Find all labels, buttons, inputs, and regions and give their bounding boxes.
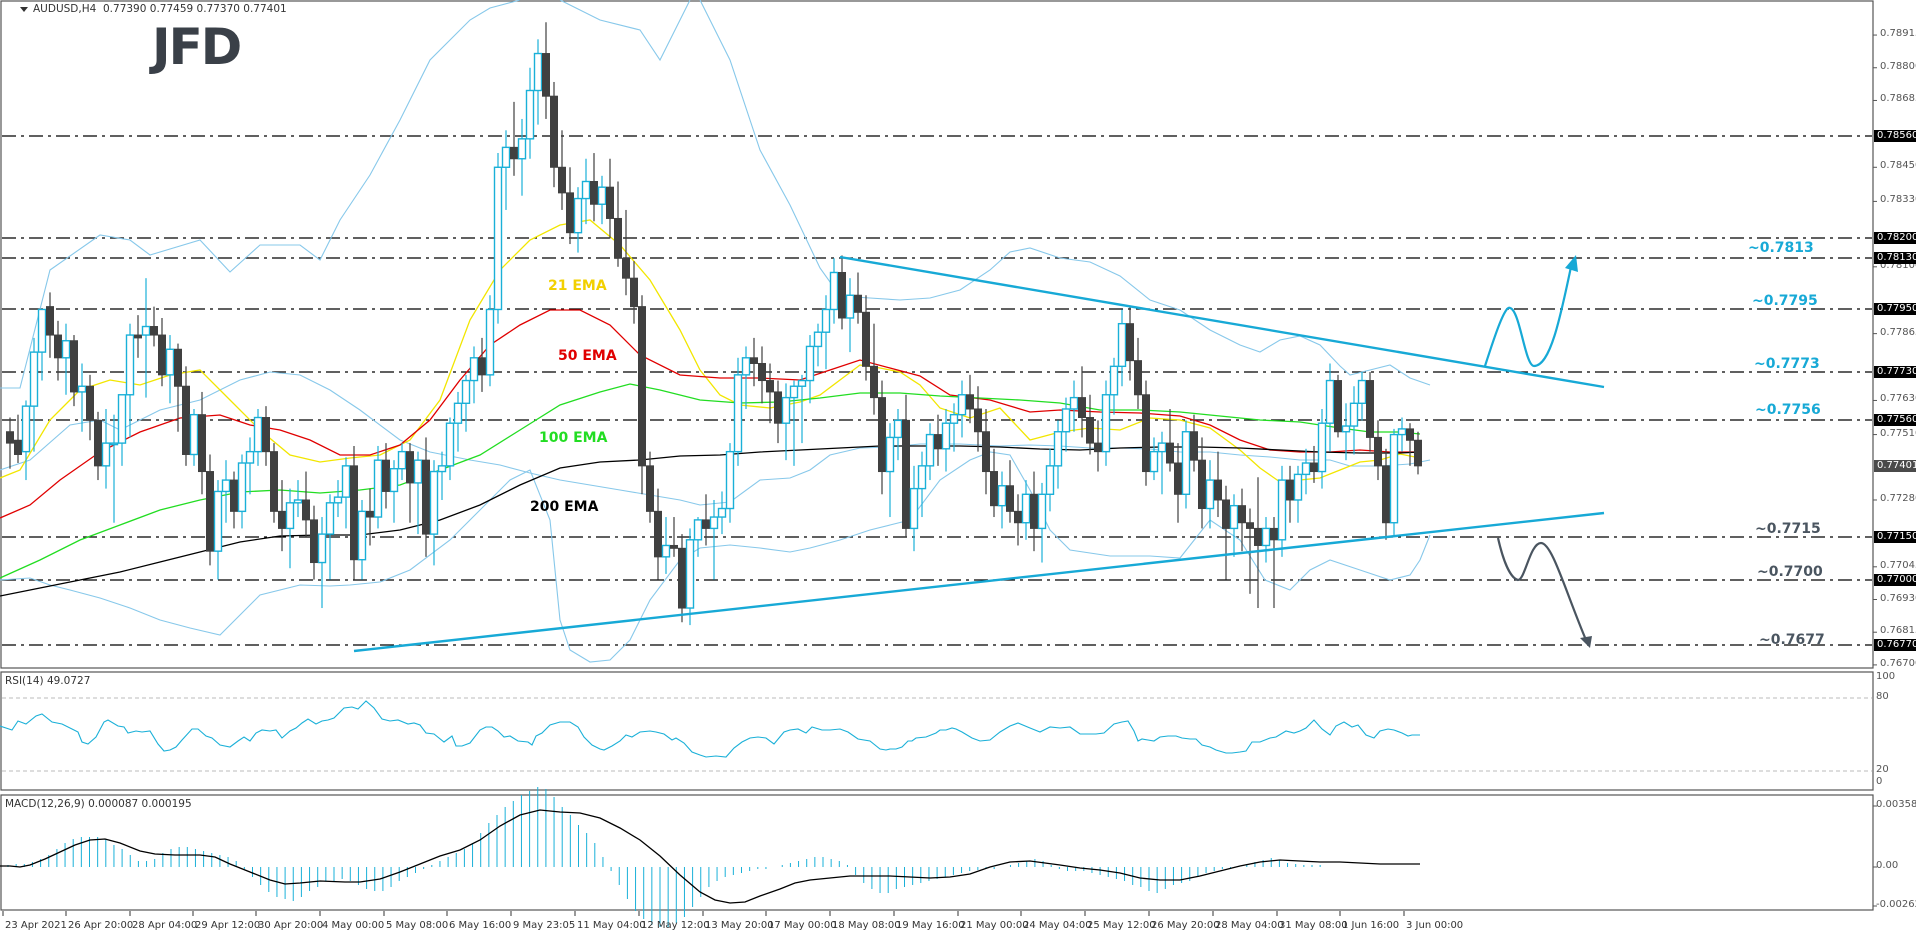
time-tick-label: 11 May 04:00 (577, 920, 646, 931)
macd-histogram (7, 787, 1321, 927)
ema200-label: 200 EMA (530, 499, 599, 515)
rsi-tick-label: 0 (1876, 776, 1883, 787)
level-price-tag: 0.77000 (1874, 573, 1916, 586)
ema200-line (0, 445, 1421, 597)
horizontal-levels (2, 135, 1872, 646)
macd-tick-label: -0.002626 (1876, 899, 1916, 910)
jfd-logo: JFD (152, 18, 242, 76)
time-tick-label: 30 Apr 20:00 (258, 920, 324, 931)
macd-pane[interactable] (0, 794, 1874, 911)
time-tick-label: 19 May 16:00 (896, 920, 965, 931)
time-tick-label: 31 May 08:00 (1279, 920, 1348, 931)
level-label-7813: ~0.7813 (1748, 240, 1814, 256)
time-tick-label: 1 Jun 16:00 (1342, 920, 1400, 931)
level-price-tag: 0.77730 (1874, 366, 1916, 379)
time-axis[interactable] (2, 911, 1405, 916)
symbol-label: AUDUSD,H4 (33, 3, 97, 15)
rsi-pane[interactable] (0, 671, 1874, 791)
time-tick-label: 25 May 12:00 (1087, 920, 1156, 931)
main-pane[interactable] (0, 0, 1874, 669)
rsi-levels (2, 697, 1872, 772)
time-tick-label: 5 May 08:00 (386, 920, 449, 931)
time-tick-label: 28 Apr 04:00 (132, 920, 198, 931)
time-tick-label: 23 Apr 2021 (5, 920, 67, 931)
time-tick-label: 17 May 00:00 (768, 920, 837, 931)
macd-signal-line (0, 809, 1420, 904)
ema21-label: 21 EMA (548, 278, 607, 294)
level-label-7795: ~0.7795 (1752, 293, 1818, 309)
time-tick-label: 13 May 20:00 (705, 920, 774, 931)
time-tick-label: 3 Jun 00:00 (1406, 920, 1464, 931)
level-price-tag: 0.78200 (1874, 232, 1916, 245)
macd-tick-label: 0.003582 (1876, 799, 1916, 810)
time-tick-label: 4 May 00:00 (322, 920, 385, 931)
time-tick-label: 12 May 12:00 (641, 920, 710, 931)
time-tick-label: 6 May 16:00 (449, 920, 512, 931)
price-axis[interactable] (1873, 34, 1877, 907)
rsi-tick-label: 100 (1876, 671, 1896, 682)
collapse-triangle-icon[interactable] (20, 6, 28, 12)
rsi-line (0, 700, 1420, 758)
macd-label: MACD(12,26,9) 0.000087 0.000195 (5, 798, 192, 810)
time-tick-label: 26 May 20:00 (1151, 920, 1220, 931)
level-label-7756: ~0.7756 (1755, 402, 1821, 418)
level-label-7700: ~0.7700 (1757, 564, 1823, 580)
bullish-scenario-path (1483, 255, 1578, 368)
time-tick-label: 26 Apr 20:00 (68, 920, 134, 931)
price-tick-label: 0.77045 (1880, 559, 1916, 571)
level-price-tag: 0.78130 (1874, 252, 1916, 265)
rsi-tick-label: 80 (1876, 691, 1889, 702)
rsi-tick-label: 20 (1876, 764, 1889, 775)
level-price-tag: 0.77950 (1874, 303, 1916, 316)
level-price-tag: 0.78560 (1874, 130, 1916, 142)
level-price-tag: 0.77150 (1874, 530, 1916, 543)
price-tick-label: 0.76815 (1880, 625, 1916, 637)
time-tick-label: 9 May 23:05 (513, 920, 576, 931)
downtrend-resistance-line (839, 255, 1605, 389)
time-tick-label: 29 Apr 12:00 (195, 920, 261, 931)
rsi-label: RSI(14) 49.0727 (5, 675, 91, 687)
chart-title: AUDUSD,H4 0.77390 0.77459 0.77370 0.7740… (20, 3, 287, 15)
uptrend-support-line (353, 511, 1605, 653)
level-label-7677: ~0.7677 (1759, 632, 1825, 648)
trendlines (353, 255, 1605, 653)
bearish-scenario-path (1496, 537, 1592, 648)
ema100-label: 100 EMA (539, 430, 608, 446)
time-tick-label: 24 May 04:00 (1023, 920, 1092, 931)
level-price-tag: 0.76770 (1874, 639, 1916, 651)
price-tick-label: 0.78685 (1880, 93, 1916, 105)
ohlc-values: 0.77390 0.77459 0.77370 0.77401 (103, 3, 287, 15)
time-tick-label: 28 May 04:00 (1215, 920, 1284, 931)
level-label-7773: ~0.7773 (1754, 356, 1820, 372)
level-price-tag: 0.77560 (1874, 414, 1916, 427)
time-tick-label: 18 May 08:00 (832, 920, 901, 931)
ema100-line (0, 383, 1421, 579)
macd-tick-label: 0.00 (1876, 860, 1899, 871)
price-tick-label: 0.78915 (1880, 28, 1916, 40)
current-price-tag: 0.77401 (1874, 459, 1916, 472)
level-label-7715: ~0.7715 (1755, 521, 1821, 537)
price-tick-label: 0.77865 (1880, 326, 1916, 338)
ema50-label: 50 EMA (558, 348, 617, 364)
candlesticks (6, 22, 1422, 626)
time-tick-label: 21 May 00:00 (960, 920, 1029, 931)
